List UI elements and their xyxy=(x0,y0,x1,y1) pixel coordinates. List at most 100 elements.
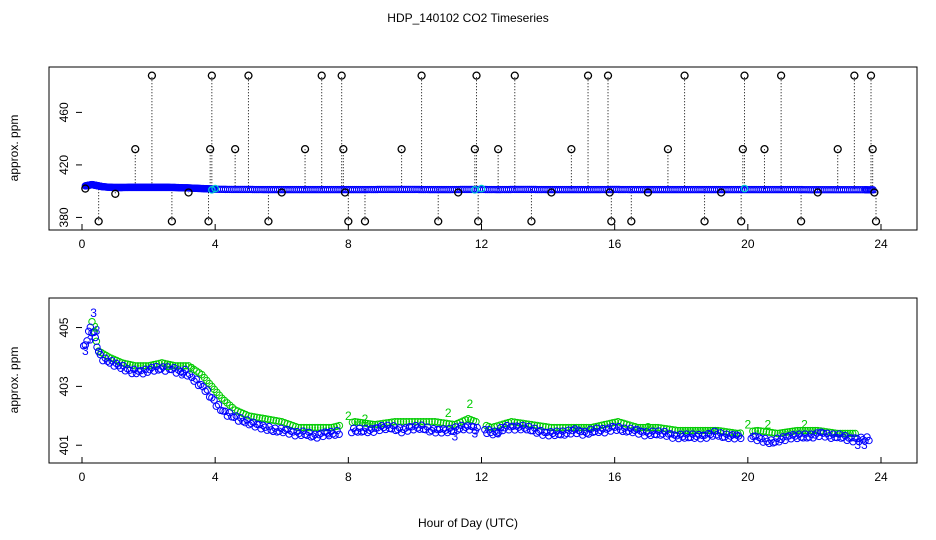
lower-blue-point xyxy=(91,333,100,342)
lower-marker-3: 3 xyxy=(325,426,332,440)
lower-blue-point xyxy=(99,356,107,365)
lower-marker-2: 2 xyxy=(189,362,196,376)
lower-blue-point xyxy=(331,431,339,439)
lower-green-point xyxy=(851,429,859,438)
upper-outlier-point xyxy=(337,71,346,80)
lower-green-point xyxy=(831,429,839,437)
upper-outlier-point xyxy=(264,217,273,226)
upper-outlier-point xyxy=(434,217,443,226)
lower-green-point xyxy=(789,427,797,435)
lower-green-point xyxy=(351,417,359,426)
lower-blue-point xyxy=(208,394,216,402)
lower-blue-point xyxy=(128,369,136,378)
lower-green-point xyxy=(275,417,283,425)
lower-green-point xyxy=(519,419,527,428)
lower-x-tick-label: 4 xyxy=(212,470,219,484)
lower-green-point xyxy=(126,360,134,369)
lower-green-point xyxy=(269,416,278,424)
lower-marker-3: 3 xyxy=(179,368,186,382)
lower-blue-point xyxy=(571,425,579,433)
upper-x-tick-label: 4 xyxy=(212,237,219,251)
upper-point xyxy=(858,186,866,194)
lower-blue-point xyxy=(145,365,154,374)
lower-marker-3: 3 xyxy=(854,438,861,452)
upper-outlier-point xyxy=(813,188,822,197)
upper-outlier-point xyxy=(230,145,240,154)
lower-x-tick-label: 24 xyxy=(874,470,888,484)
lower-green-point xyxy=(305,423,314,432)
lower-green-point xyxy=(422,417,431,426)
upper-outlier-point xyxy=(643,188,653,197)
lower-marker-2: 2 xyxy=(764,418,771,432)
lower-green-point xyxy=(684,426,692,435)
upper-outlier-point xyxy=(94,217,103,226)
lower-marker-2: 2 xyxy=(345,409,352,423)
upper-outlier-point xyxy=(796,217,806,226)
lower-green-point xyxy=(174,362,182,370)
lower-green-point xyxy=(510,418,519,426)
lower-plot-frame xyxy=(48,297,918,464)
lower-green-point xyxy=(314,423,322,432)
lower-blue-point xyxy=(399,425,408,434)
upper-outlier-point xyxy=(738,145,747,154)
lower-blue-point xyxy=(81,341,90,349)
lower-green-point xyxy=(649,423,657,432)
upper-y-label: approx. ppm xyxy=(7,115,21,182)
lower-marker-3: 3 xyxy=(82,344,89,358)
lower-green-point xyxy=(131,362,139,370)
upper-outlier-point xyxy=(868,145,877,154)
upper-outlier-point xyxy=(167,217,177,226)
upper-x-tick-label: 24 xyxy=(874,237,888,251)
upper-cyan-point xyxy=(740,184,749,193)
lower-blue-point xyxy=(771,438,779,446)
lower-x-tick-label: 20 xyxy=(741,470,755,484)
lower-green-point xyxy=(507,417,516,426)
upper-y-tick-label: 460 xyxy=(57,102,71,122)
lower-blue-point xyxy=(210,396,218,404)
lower-blue-point xyxy=(96,350,105,359)
lower-blue-point xyxy=(863,433,871,441)
lower-green-point xyxy=(801,426,809,435)
lower-marker-2: 2 xyxy=(445,406,452,420)
lower-marker-2: 2 xyxy=(467,397,474,411)
lower-marker-3: 3 xyxy=(452,429,459,443)
lower-green-point xyxy=(258,414,267,422)
lower-blue-point xyxy=(83,337,91,345)
upper-outlier-point xyxy=(277,188,286,197)
lower-blue-point xyxy=(190,377,198,385)
lower-blue-point xyxy=(819,429,827,437)
lower-green-point xyxy=(244,412,253,420)
lower-blue-point xyxy=(751,432,759,440)
lower-green-point xyxy=(608,419,617,427)
lower-marker-3: 3 xyxy=(87,332,94,346)
lower-blue-point xyxy=(159,363,167,371)
lower-green-point xyxy=(431,417,439,426)
lower-blue-point xyxy=(255,420,263,429)
lower-green-point xyxy=(765,428,773,436)
lower-green-point xyxy=(699,426,707,435)
lower-green-point xyxy=(419,417,428,426)
upper-outlier-point xyxy=(567,145,576,154)
upper-outlier-point xyxy=(184,188,193,197)
lower-green-point xyxy=(839,429,847,438)
lower-blue-point xyxy=(491,427,499,435)
lower-marker-2: 2 xyxy=(362,412,369,426)
lower-green-point xyxy=(542,423,550,431)
lower-green-point xyxy=(123,360,131,368)
upper-outlier-point xyxy=(474,217,483,226)
lower-blue-point xyxy=(150,367,158,375)
lower-green-point xyxy=(553,423,561,432)
upper-outlier-point xyxy=(680,71,689,80)
lower-blue-point xyxy=(103,357,112,365)
lower-blue-point xyxy=(249,418,257,426)
lower-blue-point xyxy=(449,427,458,436)
lower-y-axis: 401 403 405 xyxy=(57,317,82,455)
lower-marker-2: 2 xyxy=(801,418,808,432)
lower-marker-3: 3 xyxy=(94,323,101,337)
upper-outlier-point xyxy=(663,145,673,154)
lower-blue-point xyxy=(521,424,529,432)
upper-x-tick-label: 16 xyxy=(608,237,622,251)
upper-outlier-point xyxy=(207,71,216,80)
